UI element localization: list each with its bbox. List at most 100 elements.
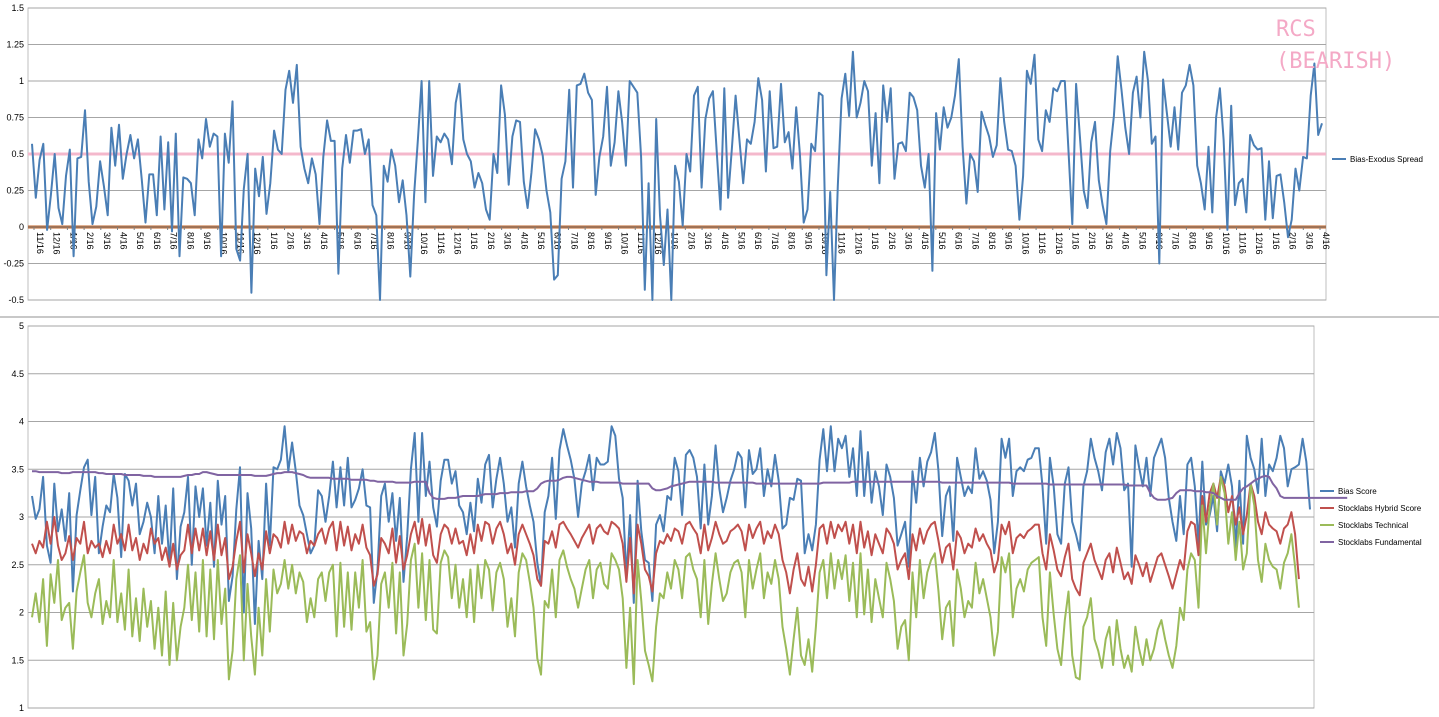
y-tick-label: 0.75 — [6, 113, 24, 123]
legend-label: Bias Score — [1338, 487, 1377, 496]
x-tick-label: 2/16 — [1087, 232, 1097, 250]
y-tick-label: 0.5 — [11, 149, 24, 159]
x-tick-label: 3/16 — [1104, 232, 1114, 250]
x-tick-label: 9/16 — [1004, 232, 1014, 250]
scores-chart-panel: 1 1.5 2 2.5 3 3.5 4 4.5 5 Bias Score Stocklabs Hyb… — [0, 318, 1439, 717]
x-tick-label: 6/16 — [152, 232, 162, 250]
y-tick-label: 1 — [19, 703, 24, 713]
x-tick-label: 8/16 — [987, 232, 997, 250]
x-tick-label: 9/16 — [603, 232, 613, 250]
series-line — [31, 475, 1300, 686]
y-tick-label: 0 — [19, 222, 24, 232]
x-tick-label: 10/16 — [1221, 232, 1231, 255]
x-tick-label: 2/16 — [85, 232, 95, 250]
legend-label: Bias-Exodus Spread — [1350, 155, 1423, 164]
x-tick-label: 7/16 — [970, 232, 980, 250]
y-tick-label: -0.25 — [3, 259, 24, 269]
x-tick-label: 2/16 — [486, 232, 496, 250]
series-line — [32, 470, 1348, 501]
x-tick-label: 2/16 — [887, 232, 897, 250]
x-tick-label: 2/16 — [286, 232, 296, 250]
x-tick-label: 5/16 — [135, 232, 145, 250]
x-tick-label: 1/16 — [269, 232, 279, 250]
x-tick-label: 9/16 — [1204, 232, 1214, 250]
x-tick-label: 7/16 — [569, 232, 579, 250]
annotation-text: RCS — [1276, 17, 1316, 42]
legend-label: Stocklabs Hybrid Score — [1338, 504, 1422, 513]
x-tick-label: 4/16 — [519, 232, 529, 250]
y-tick-label: 1.25 — [6, 40, 24, 50]
x-tick-label: 11/16 — [837, 232, 847, 254]
x-tick-label: 12/16 — [52, 232, 62, 255]
x-tick-label: 11/16 — [636, 232, 646, 254]
x-tick-label: 1/16 — [870, 232, 880, 250]
y-tick-label: 5 — [19, 321, 24, 331]
x-tick-label: 12/16 — [252, 232, 262, 255]
y-tick-label: 3.5 — [11, 464, 24, 474]
panel-divider — [0, 316, 1439, 318]
x-tick-label: 12/16 — [1254, 232, 1264, 255]
x-tick-label: 12/16 — [1054, 232, 1064, 255]
x-tick-label: 7/16 — [770, 232, 780, 250]
y-tick-label: 1 — [19, 76, 24, 86]
x-tick-label: 10/16 — [1020, 232, 1030, 255]
x-tick-label: 3/16 — [102, 232, 112, 250]
legend-label: Stocklabs Fundamental — [1338, 538, 1422, 547]
x-tick-label: 2/16 — [1288, 232, 1298, 250]
x-tick-label: 5/16 — [736, 232, 746, 250]
x-tick-label: 8/16 — [1187, 232, 1197, 250]
y-tick-label: 3 — [19, 512, 24, 522]
y-tick-label: -0.5 — [8, 295, 24, 305]
x-tick-label: 11/16 — [1037, 232, 1047, 254]
x-tick-label: 7/16 — [169, 232, 179, 250]
x-tick-label: 1/16 — [469, 232, 479, 250]
x-tick-label: 1/16 — [1271, 232, 1281, 250]
x-tick-label: 12/16 — [453, 232, 463, 255]
spread-chart-svg: -0.5 -0.25 0 0.25 0.5 0.75 1 1.25 1.5 11/16 12/16 1… — [3, 3, 1423, 305]
x-tick-label: 5/16 — [937, 232, 947, 250]
series-line — [31, 50, 1323, 301]
y-tick-label: 4.5 — [11, 369, 24, 379]
x-tick-label: 12/16 — [853, 232, 863, 255]
legend-label: Stocklabs Technical — [1338, 521, 1408, 530]
x-tick-label: 5/16 — [336, 232, 346, 250]
x-tick-label: 8/16 — [386, 232, 396, 250]
x-tick-label: 10/16 — [219, 232, 229, 255]
y-tick-label: 1.5 — [11, 3, 24, 13]
x-tick-label: 3/16 — [903, 232, 913, 250]
x-tick-label: 8/16 — [185, 232, 195, 250]
y-tick-label: 1.5 — [11, 655, 24, 665]
x-tick-label: 9/16 — [202, 232, 212, 250]
x-tick-label: 4/16 — [920, 232, 930, 250]
scores-chart-svg: 1 1.5 2 2.5 3 3.5 4 4.5 5 Bias Score Stocklabs Hyb… — [11, 321, 1422, 713]
x-tick-label: 7/16 — [369, 232, 379, 250]
x-tick-label: 6/16 — [753, 232, 763, 250]
x-tick-label: 8/16 — [586, 232, 596, 250]
x-tick-label: 10/16 — [620, 232, 630, 255]
x-tick-label: 2/16 — [686, 232, 696, 250]
x-tick-label: 8/16 — [787, 232, 797, 250]
x-tick-label: 3/16 — [302, 232, 312, 250]
y-tick-label: 2 — [19, 608, 24, 618]
x-tick-label: 6/16 — [954, 232, 964, 250]
x-tick-label: 11/16 — [35, 232, 45, 254]
x-tick-label: 10/16 — [419, 232, 429, 255]
spread-chart-panel: -0.5 -0.25 0 0.25 0.5 0.75 1 1.25 1.5 11/16 12/16 1… — [0, 0, 1439, 316]
y-tick-label: 2.5 — [11, 560, 24, 570]
x-tick-label: 4/16 — [720, 232, 730, 250]
y-tick-label: 4 — [19, 417, 24, 427]
x-tick-label: 9/16 — [803, 232, 813, 250]
x-tick-label: 1/16 — [670, 232, 680, 250]
x-tick-label: 11/16 — [1237, 232, 1247, 254]
x-tick-label: 7/16 — [1171, 232, 1181, 250]
x-tick-label: 12/16 — [653, 232, 663, 255]
x-tick-label: 1/16 — [1070, 232, 1080, 250]
x-tick-label: 3/16 — [703, 232, 713, 250]
x-tick-label: 4/16 — [319, 232, 329, 250]
x-tick-label: 4/16 — [1321, 232, 1331, 250]
x-tick-label: 5/16 — [536, 232, 546, 250]
x-tick-label: 3/16 — [1304, 232, 1314, 250]
x-tick-label: 6/16 — [553, 232, 563, 250]
x-tick-label: 5/16 — [1137, 232, 1147, 250]
series-line — [31, 475, 1300, 597]
